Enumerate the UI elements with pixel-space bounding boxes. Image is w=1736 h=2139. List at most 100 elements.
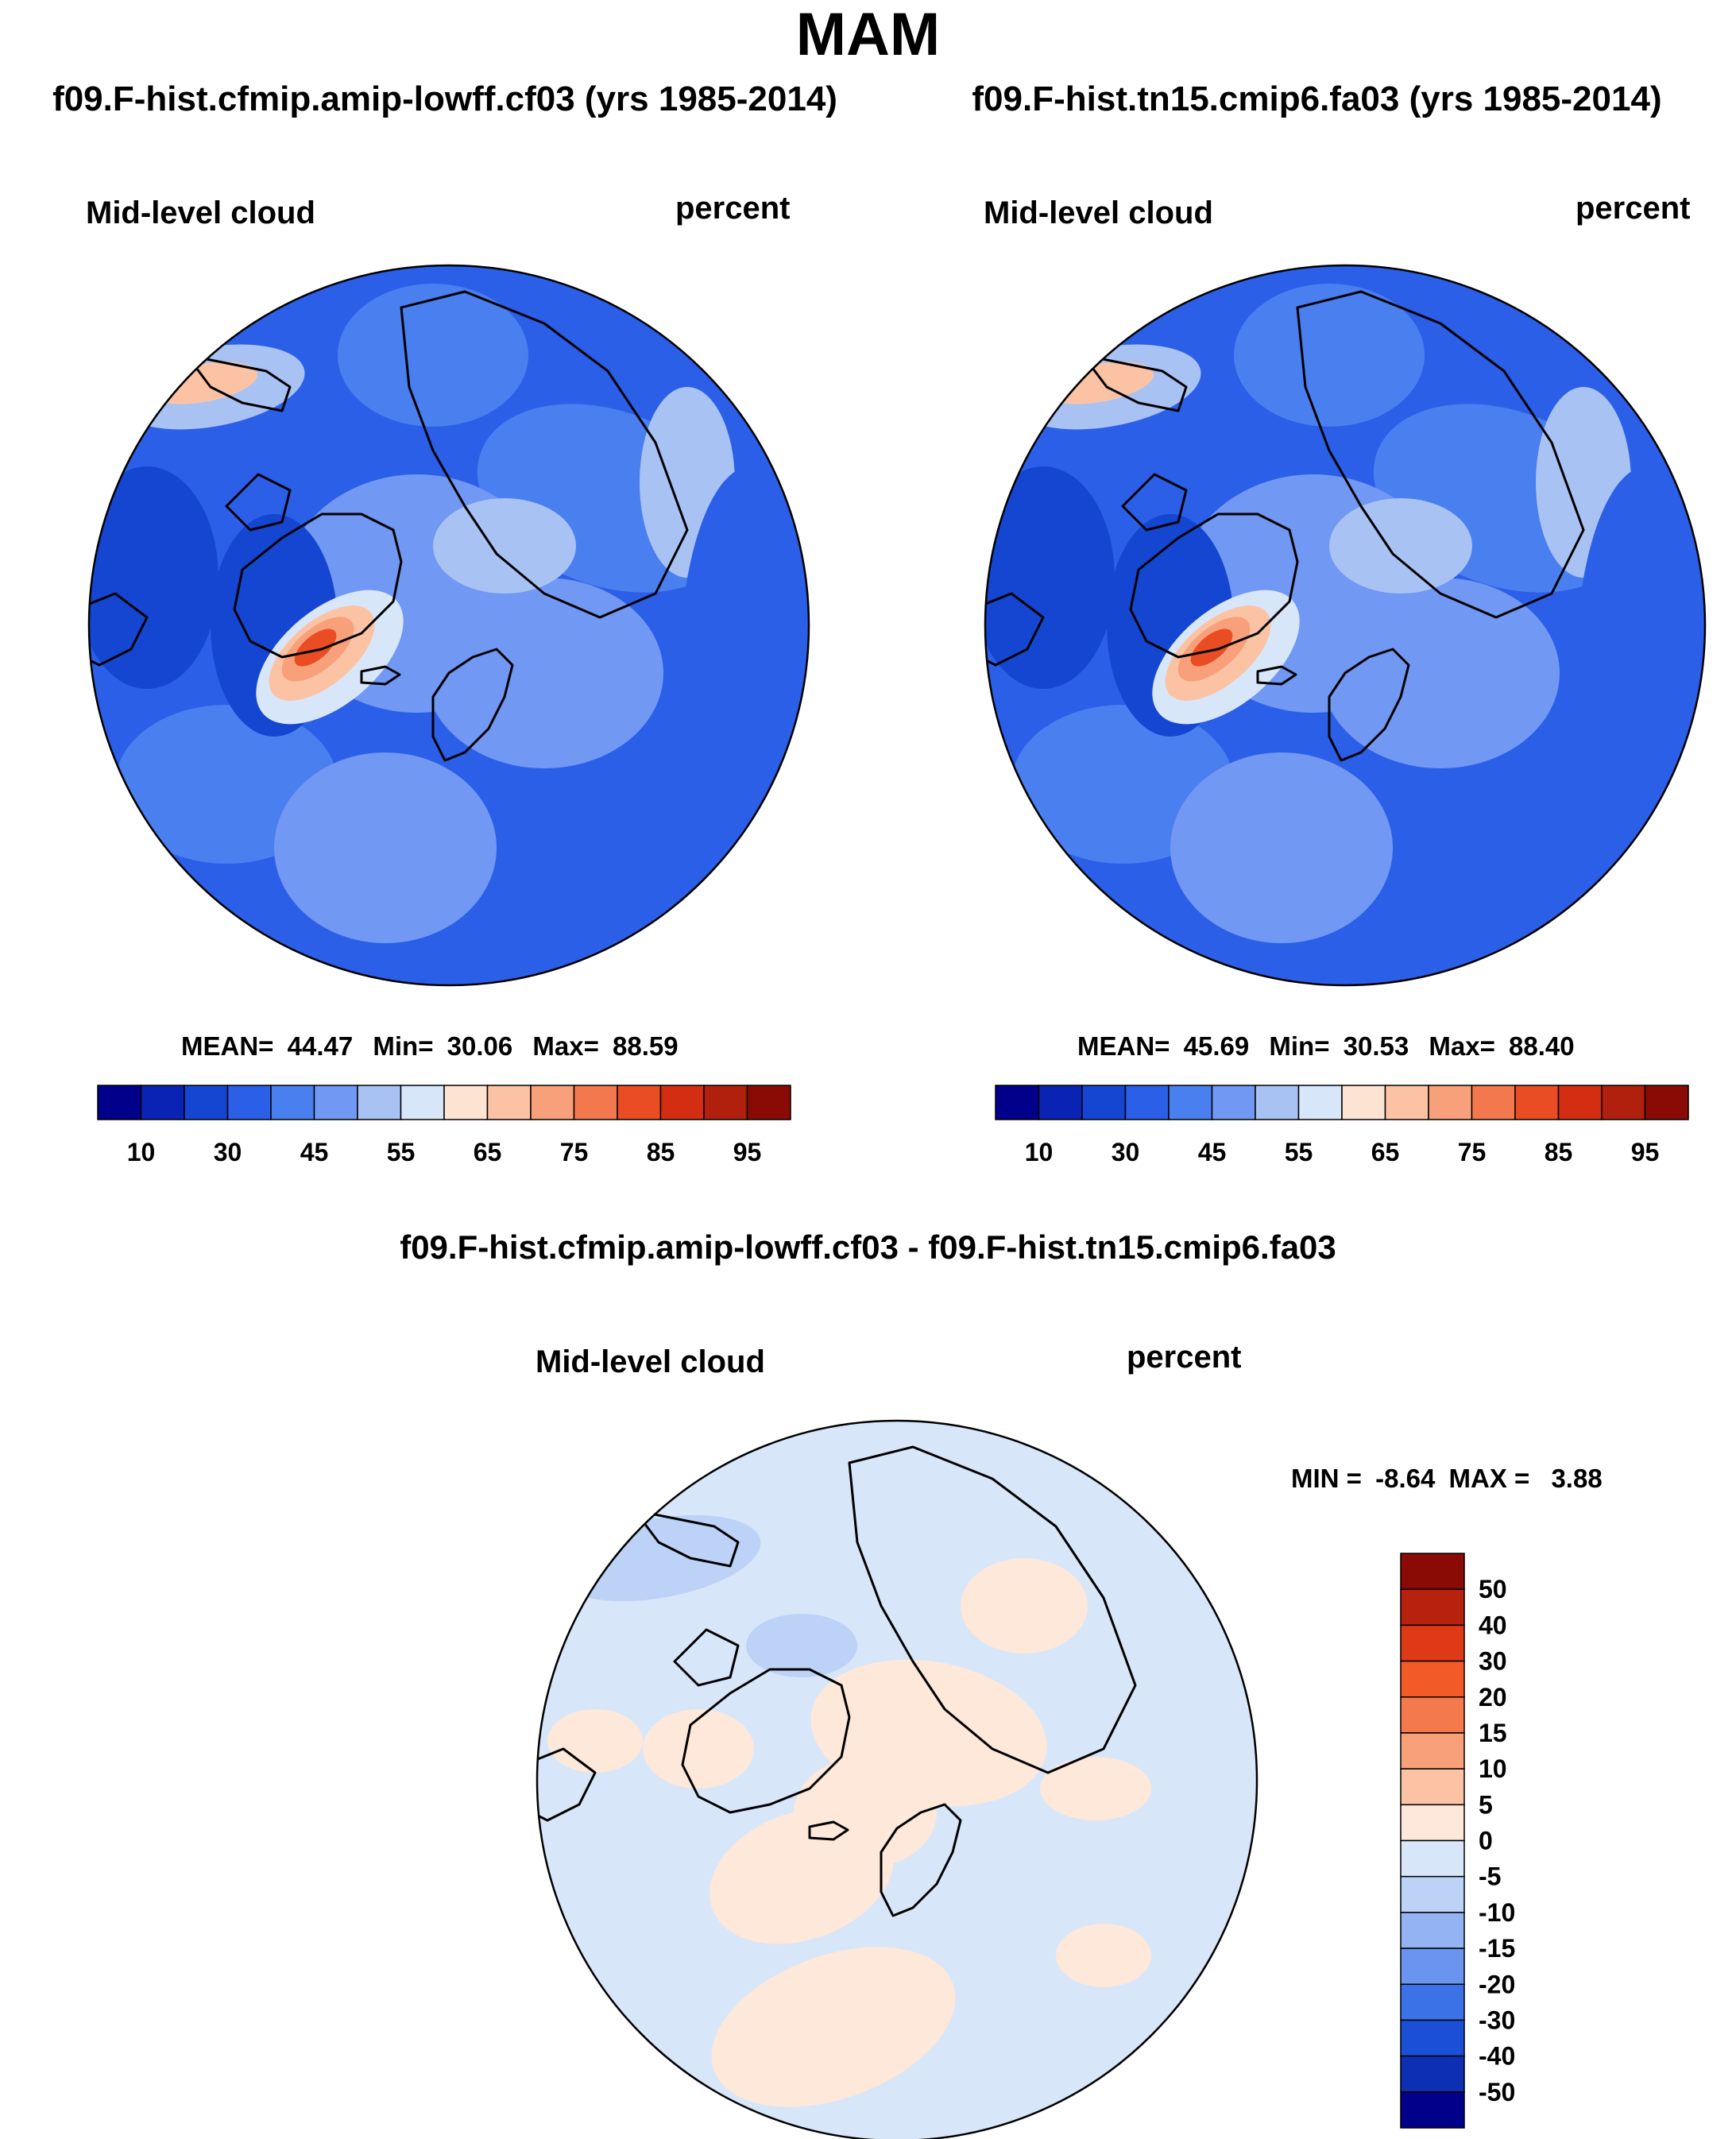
- panel-diff-contour-region: [547, 1709, 643, 1773]
- panel-left-colorbar-swatch: [530, 1085, 575, 1120]
- panel-left-colorbar-tick-label: 95: [733, 1138, 762, 1166]
- panel-right-colorbar-tick-label: 30: [1112, 1138, 1140, 1166]
- panel-left-colorbar-swatch: [659, 1085, 705, 1120]
- panel-right-colorbar-swatch: [1297, 1085, 1343, 1120]
- panel-left-colorbar-tick-label: 10: [127, 1138, 156, 1166]
- panel-left-colorbar-tick-label: 85: [647, 1138, 675, 1166]
- diff-colorbar-tick-label: 50: [1479, 1575, 1507, 1603]
- panel-right-units: percent: [1576, 191, 1691, 226]
- diff-colorbar-swatch: [1400, 1912, 1465, 1949]
- panel-right-contour-region: [1170, 752, 1393, 943]
- panel-left-contour-region: [433, 498, 576, 594]
- panel-left-contour-region: [294, 629, 337, 667]
- panel-left-colorbar-swatch: [703, 1085, 748, 1120]
- panel-right-stats: MEAN= 45.69 Min= 30.53 Max= 88.40: [1077, 1031, 1575, 1062]
- panel-left-greenland-coast: [233, 513, 403, 659]
- panel-left-colorbar-swatch: [140, 1085, 185, 1120]
- panel-left-colorbar-swatch: [313, 1085, 358, 1120]
- panel-right-colorbar-swatch: [1384, 1085, 1429, 1120]
- panel-left-case-title: f09.F-hist.cfmip.amip-lowff.cf03 (yrs 19…: [52, 79, 837, 118]
- panel-right-contour-region: [985, 466, 1115, 689]
- max-value: 88.59: [613, 1031, 679, 1061]
- diff-colorbar-swatch: [1400, 2091, 1465, 2129]
- diff-title: f09.F-hist.cfmip.amip-lowff.cf03 - f09.F…: [400, 1228, 1336, 1266]
- panel-right-colorbar-swatch: [1038, 1085, 1083, 1120]
- diff-colorbar-tick-label: 10: [1479, 1754, 1507, 1783]
- panel-left-scandinavia-coast: [431, 648, 514, 762]
- diff-variable: Mid-level cloud: [535, 1344, 765, 1379]
- panel-right-iceland-coast: [1256, 665, 1297, 686]
- diff-colorbar-swatch: [1400, 1624, 1465, 1662]
- panel-diff-hudson-bay-coast: [537, 1747, 597, 1822]
- panel-right-colorbar-swatch: [1081, 1085, 1127, 1120]
- diff-colorbar-swatch: [1400, 1553, 1465, 1590]
- diff-colorbar-swatch: [1400, 1660, 1465, 1698]
- panel-left-map-border: [87, 264, 810, 987]
- panel-right-variable: Mid-level cloud: [984, 195, 1213, 230]
- panel-diff-contour-region: [961, 1558, 1088, 1654]
- panel-left-colorbar-swatch: [746, 1085, 791, 1120]
- panel-left-colorbar-tick-label: 45: [300, 1138, 329, 1166]
- diff-colorbar-tick-label: -50: [1479, 2078, 1515, 2106]
- max-label: Max=: [532, 1031, 599, 1061]
- panel-left-colorbar-swatch: [617, 1085, 662, 1120]
- diff-colorbar-tick-label: -15: [1479, 1934, 1515, 1963]
- panel-right-colorbar-tick-label: 10: [1025, 1138, 1054, 1166]
- panel-left-colorbar-swatch: [573, 1085, 618, 1120]
- panel-right-hudson-bay-coast: [985, 592, 1045, 667]
- diff-colorbar-tick-label: 20: [1479, 1683, 1507, 1712]
- panel-left-contour-region: [89, 466, 218, 689]
- panel-right-case-title: f09.F-hist.tn15.cmip6.fa03 (yrs 1985-201…: [972, 79, 1662, 118]
- panel-right-colorbar-tick-label: 95: [1631, 1138, 1660, 1166]
- panel-right-contour-region: [1576, 466, 1705, 880]
- panel-right-colorbar-swatch: [1557, 1085, 1603, 1120]
- diff-colorbar-swatch: [1400, 1804, 1465, 1842]
- diff-colorbar-swatch: [1400, 1588, 1465, 1626]
- panel-right-colorbar-tick-label: 65: [1371, 1138, 1400, 1166]
- panel-right-colorbar-tick-label: 75: [1458, 1138, 1487, 1166]
- max-label: Max=: [1429, 1031, 1495, 1061]
- panel-diff-contour-region: [746, 1614, 857, 1677]
- diff-colorbar-tick-label: -30: [1479, 2006, 1515, 2034]
- mean-value: 45.69: [1183, 1031, 1250, 1061]
- max-label: MAX =: [1448, 1464, 1530, 1493]
- panel-right-colorbar-swatch: [995, 1085, 1040, 1120]
- main-title: MAM: [795, 1, 941, 68]
- panel-right-colorbar-swatch: [1601, 1085, 1646, 1120]
- panel-right-colorbar-swatch: [1211, 1085, 1256, 1120]
- mean-label: MEAN=: [181, 1031, 274, 1061]
- panel-left-colorbar-tick-label: 30: [214, 1138, 242, 1166]
- panel-left-stats: MEAN= 44.47 Min= 30.06 Max= 88.59: [181, 1031, 679, 1062]
- panel-diff-contour-region: [1056, 1924, 1151, 1987]
- panel-right-colorbar-swatch: [1255, 1085, 1300, 1120]
- panel-right-colorbar-tick-label: 85: [1545, 1138, 1573, 1166]
- diff-colorbar-swatch: [1400, 1732, 1465, 1770]
- panel-left-colorbar-swatch: [184, 1085, 229, 1120]
- panel-right-colorbar-swatch: [1471, 1085, 1516, 1120]
- diff-colorbar-tick-label: 0: [1479, 1827, 1493, 1855]
- panel-diff-scandinavia-coast: [880, 1803, 962, 1917]
- min-value: 30.06: [447, 1031, 513, 1061]
- diff-stats: MIN = -8.64 MAX = 3.88: [1291, 1464, 1603, 1494]
- panel-left-colorbar-swatch: [97, 1085, 142, 1120]
- panel-right-map-border: [984, 264, 1707, 987]
- diff-colorbar-swatch: [1400, 1839, 1465, 1878]
- panel-right-colorbar-swatch: [1124, 1085, 1170, 1120]
- panel-right-colorbar-swatch: [1644, 1085, 1689, 1120]
- panel-left-contour-region: [425, 578, 663, 768]
- diff-colorbar-tick-label: 40: [1479, 1611, 1507, 1639]
- panel-left-variable: Mid-level cloud: [86, 195, 315, 230]
- panel-left-arctic-archipelago-coast: [225, 473, 292, 532]
- diff-colorbar-swatch: [1400, 1696, 1465, 1734]
- min-label: MIN =: [1291, 1464, 1362, 1493]
- panel-left-colorbar-tick-label: 55: [387, 1138, 416, 1166]
- panel-right-colorbar-tick-label: 45: [1198, 1138, 1227, 1166]
- diff-colorbar-swatch: [1400, 2019, 1465, 2057]
- panel-right-colorbar-swatch: [1341, 1085, 1386, 1120]
- panel-diff-contour-region: [643, 1709, 754, 1789]
- diff-colorbar-swatch: [1400, 1875, 1465, 1913]
- panel-right-siberia-coast: [1296, 290, 1585, 619]
- panel-left-map: [89, 265, 809, 985]
- mean-value: 44.47: [287, 1031, 354, 1061]
